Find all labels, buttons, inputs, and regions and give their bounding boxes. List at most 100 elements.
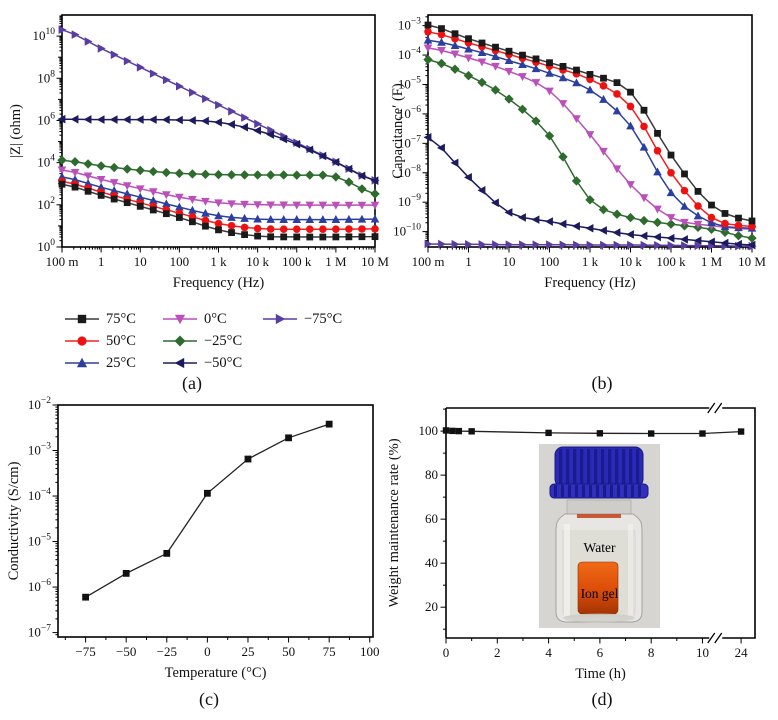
svg-text:100: 100 [419,423,439,438]
legend-marker-triangle-up-icon [65,357,99,368]
tick-labels: 100 m 1 10 100 1 k 10 k 100 k 1 M 10 M 100 102 104 1… [33,27,390,269]
axes [445,402,756,644]
legend-item-minus50c: −50°C [162,352,262,374]
axes [57,404,374,638]
svg-text:75: 75 [323,644,336,659]
panel-c: −75 −50 −25 0 25 50 75 100 10−2 10−3 10−4 10−5 10−6 1… [0,390,389,705]
tick-marks [56,15,376,253]
legend-item-minus75c: −75°C [262,308,372,330]
svg-text:10: 10 [134,254,147,269]
svg-text:8: 8 [648,645,655,660]
series-−50°C [57,114,379,185]
svg-text:10 M: 10 M [738,254,766,269]
svg-text:25: 25 [241,644,254,659]
panel-b: 100 m 1 10 100 1 k 10 k 100 k 1 M 10 M 10−3 10−4 10… [389,0,778,305]
legend-item-minus25c: −25°C [162,330,262,352]
svg-text:10: 10 [696,645,709,660]
svg-text:Conductivity (S/cm): Conductivity (S/cm) [6,461,22,580]
capacitance-vs-frequency-chart: 100 m 1 10 100 1 k 10 k 100 k 1 M 10 M 10−3 10−4 10… [390,14,766,291]
svg-text:1 M: 1 M [701,254,723,269]
temperature-legend: 75°C 50°C 25°C 0°C −25°C −50°C −75°C [64,308,372,374]
bottle-base-shadow [563,613,635,623]
legend-label: 0°C [204,310,227,327]
series-weight maintenance rate [442,427,745,437]
svg-text:Weight maintenance rate (%): Weight maintenance rate (%) [389,438,402,607]
series-75°C [424,21,756,225]
bottle-photo-inset: Water Ion gel [539,444,660,628]
legend-item-0c: 0°C [162,308,262,330]
legend-marker-triangle-left-icon [163,357,197,369]
ion-gel-label: Ion gel [580,586,619,601]
svg-text:100: 100 [360,644,380,659]
legend-label: 25°C [106,354,136,371]
svg-text:10−6: 10−6 [28,578,51,594]
svg-text:Time (h): Time (h) [575,666,626,682]
svg-text:108: 108 [37,69,55,85]
legend-marker-triangle-right-icon [263,313,297,325]
svg-text:80: 80 [425,467,438,482]
svg-text:10−6: 10−6 [398,105,421,121]
svg-text:−75: −75 [75,644,95,659]
legend-label: −25°C [204,332,243,349]
caption-b: (b) [591,373,613,393]
svg-text:1010: 1010 [33,27,56,43]
panel-d: 0 2 4 6 8 10 24 20 40 60 80 100 Time (h) Weight maint… [386,390,778,705]
tick-labels: 100 m 1 10 100 1 k 10 k 100 k 1 M 10 M 10−3 10−4 10… [393,17,766,269]
svg-text:10−7: 10−7 [28,624,51,640]
legend-label: 50°C [106,332,136,349]
svg-text:10−4: 10−4 [398,46,421,62]
legend-marker-square-icon [65,314,99,324]
svg-text:100 k: 100 k [656,254,686,269]
svg-text:10 k: 10 k [619,254,642,269]
glass-highlight [564,524,570,616]
svg-text:1 k: 1 k [582,254,599,269]
tick-marks [52,404,371,643]
svg-text:10−2: 10−2 [28,396,51,412]
svg-text:1: 1 [465,254,472,269]
svg-text:10−3: 10−3 [398,17,421,33]
svg-text:−50: −50 [116,644,136,659]
svg-text:100 m: 100 m [46,254,79,269]
svg-text:10−5: 10−5 [28,533,51,549]
svg-text:0: 0 [204,644,211,659]
caption-a: (a) [182,373,202,393]
glass-highlight [628,524,633,616]
tick-labels: −75 −50 −25 0 25 50 75 100 10−2 10−3 10−4 10−5 10−6 1… [28,396,380,659]
series-75°C [58,180,379,241]
legend-item-75c: 75°C [64,308,162,330]
impedance-vs-frequency-chart: 100 m 1 10 100 1 k 10 k 100 k 1 M 10 M 100 102 104 1… [8,14,390,291]
conductivity-vs-temperature-chart: −75 −50 −25 0 25 50 75 100 10−2 10−3 10−4 10−5 10−6 1… [6,396,380,681]
cap-flange-ribs [554,485,641,497]
glass-bottle-illustration [539,444,660,628]
cap-ribs [559,449,640,485]
legend-item-50c: 50°C [64,330,162,352]
svg-text:10−5: 10−5 [398,75,421,91]
series-−50°C [423,133,756,250]
series-−25°C [423,54,757,243]
legend-label: −50°C [204,354,243,371]
svg-text:1 k: 1 k [210,254,227,269]
svg-text:104: 104 [37,154,55,170]
caption-d: (d) [591,689,613,709]
svg-text:Frequency (Hz): Frequency (Hz) [173,275,265,291]
svg-text:1: 1 [98,254,105,269]
legend-label: 75°C [106,310,136,327]
svg-text:10−10: 10−10 [393,223,421,239]
svg-text:−25: −25 [157,644,177,659]
bottle-neck [566,499,632,515]
svg-text:4: 4 [545,645,552,660]
svg-text:10: 10 [503,254,516,269]
legend-label: −75°C [304,310,343,327]
svg-text:100: 100 [37,238,55,254]
svg-text:106: 106 [37,111,55,127]
legend-marker-diamond-icon [163,335,197,347]
svg-text:10−7: 10−7 [398,134,421,150]
svg-text:10−3: 10−3 [28,442,51,458]
legend-marker-circle-icon [65,336,99,346]
water-label: Water [583,540,616,555]
svg-text:10−9: 10−9 [398,193,421,209]
svg-text:Temperature (°C): Temperature (°C) [165,665,267,681]
svg-text:102: 102 [37,196,55,212]
